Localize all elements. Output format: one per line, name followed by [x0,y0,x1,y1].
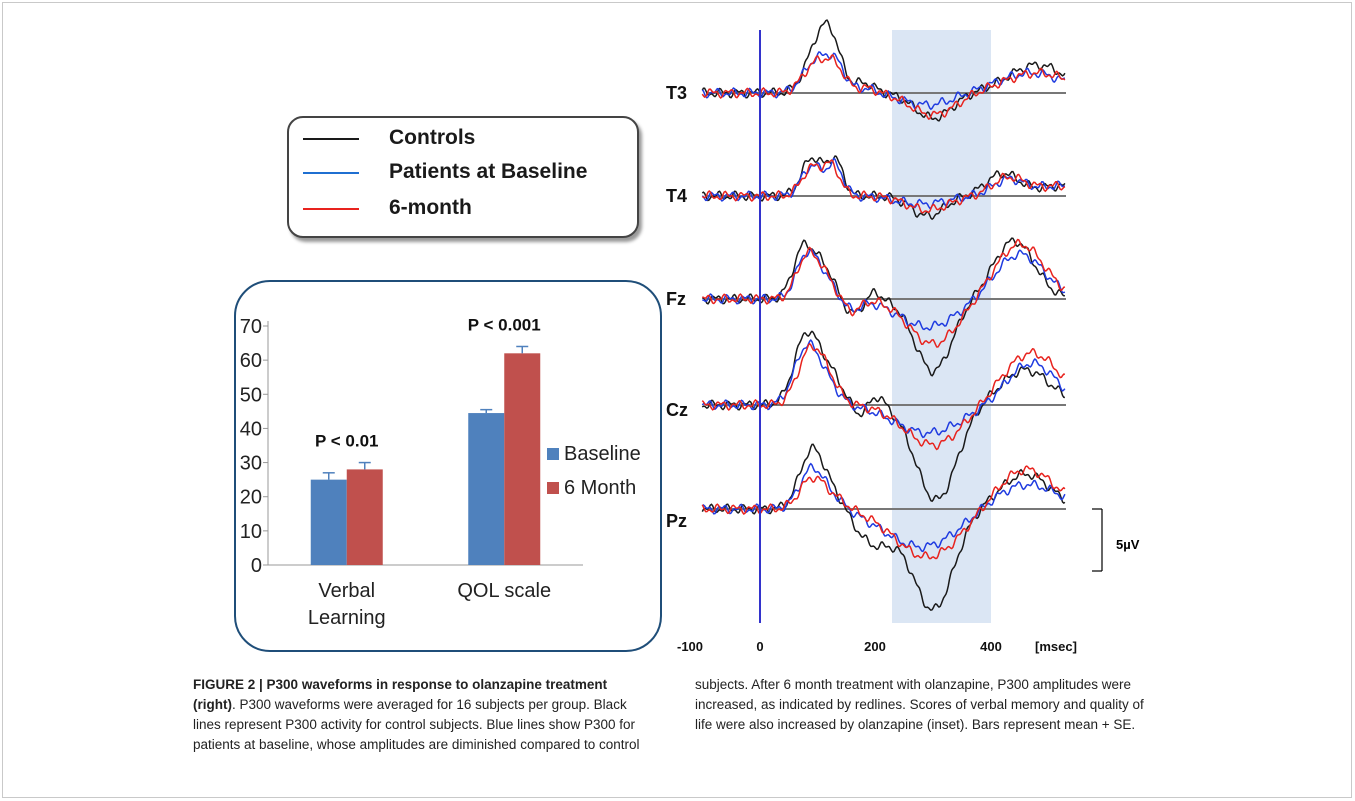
inset-y-tick-label: 0 [251,555,262,577]
waveform-t4-red [701,159,1066,214]
inset-legend-swatch [547,448,559,460]
inset-category-label: Verbal [318,580,375,602]
caption-text: subjects. After 6 month treatment with o… [695,677,1144,732]
x-tick-label: [msec] [1035,639,1077,654]
inset-category-label: QOL scale [457,580,551,602]
x-tick-label: 0 [756,639,763,654]
figure-caption-left: FIGURE 2 | P300 waveforms in response to… [193,675,653,755]
waveform-pz-black [701,443,1066,612]
waveform-fz-red [702,238,1066,348]
inset-y-tick-label: 70 [240,316,262,338]
legend-swatch [303,208,359,210]
inset-y-tick-label: 20 [240,487,262,509]
inset-y-tick-label: 50 [240,384,262,406]
waveform-cz-black [701,330,1066,503]
inset-legend-swatch [547,482,559,494]
inset-bar-baseline-1 [468,413,505,565]
inset-bar-6-month-1 [504,353,541,565]
x-tick-label: 400 [980,639,1002,654]
waveform-pz-red [701,465,1066,560]
inset-legend-label: 6 Month [564,477,636,499]
caption-text: . P300 waveforms were averaged for 16 su… [193,697,640,752]
channel-label-cz: Cz [666,400,688,420]
channel-label-fz: Fz [666,289,686,309]
figure-caption-right: subjects. After 6 month treatment with o… [695,675,1145,735]
inset-p-value-annotation: P < 0.01 [315,432,379,451]
inset-bar-6-month-0 [346,469,383,565]
legend-label: 6-month [389,196,472,219]
inset-y-tick-label: 30 [240,453,262,475]
waveform-cz-red [701,342,1066,451]
waveform-fz-black [702,237,1065,377]
legend-swatch [303,138,359,140]
inset-y-tick-label: 40 [240,418,262,440]
inset-y-tick-label: 10 [240,521,262,543]
inset-y-tick-label: 60 [240,350,262,372]
channel-label-t4: T4 [666,186,687,206]
inset-bar-chart-frame [234,280,662,652]
amplitude-scale-bar: 5µV [1092,508,1140,572]
channel-label-t3: T3 [666,83,687,103]
waveform-cz-blue [701,338,1066,439]
inset-category-label: Learning [308,607,386,629]
waveform-legend: Controls Patients at Baseline 6-month [287,116,639,238]
inset-legend-label: Baseline [564,443,641,465]
legend-swatch [303,172,359,174]
legend-label: Patients at Baseline [389,160,588,183]
inset-p-value-annotation: P < 0.001 [468,315,541,334]
x-tick-label: -100 [677,639,703,654]
channel-label-pz: Pz [666,511,687,531]
scale-label: 5µV [1116,537,1140,552]
legend-label: Controls [389,126,476,149]
waveform-t3-red [701,54,1066,120]
inset-bar-baseline-0 [310,479,347,565]
x-tick-label: 200 [864,639,886,654]
caption-title: FIGURE 2 | P300 waveforms in response to… [193,677,608,712]
